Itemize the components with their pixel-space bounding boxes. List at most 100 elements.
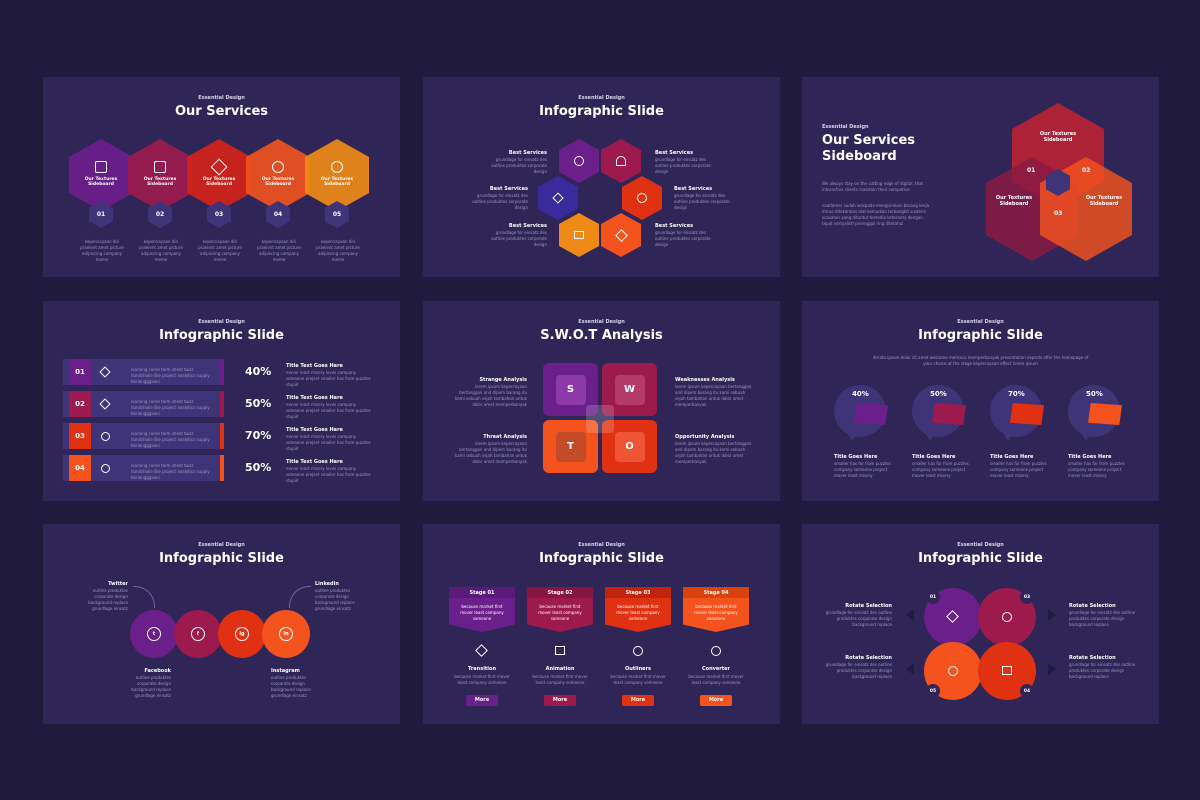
chevron-right-icon [1048, 663, 1056, 675]
stage-desc: because market first mover least company… [610, 674, 666, 685]
stage-header: Stage 04 [683, 587, 749, 598]
stage-header: Stage 01 [449, 587, 515, 598]
venn-number: 01 [1027, 167, 1036, 174]
facebook-glyph: f [191, 627, 205, 641]
step-number: 03 [207, 201, 231, 228]
more-button[interactable]: More [544, 695, 576, 706]
more-button[interactable]: More [622, 695, 654, 706]
row-accent [220, 455, 224, 481]
row-number: 01 [69, 359, 91, 385]
gear-icon [1088, 403, 1122, 425]
bubble-percent: 70% [1008, 390, 1025, 398]
rocket-icon [552, 192, 564, 204]
slide-kicker: Essential Design [578, 95, 625, 101]
target-icon [633, 646, 643, 656]
chevron-right-icon [1048, 609, 1056, 621]
rotate-text: grundlage for einsatz des outline produk… [825, 610, 892, 627]
slide-our-services[interactable]: Essential Design Our Services Our Textur… [43, 77, 400, 277]
gear-icon [711, 646, 721, 656]
social-text: outline produktes corporate design backg… [315, 588, 355, 611]
service-hexagon [187, 139, 251, 211]
slide-title: Infographic Slide [539, 551, 664, 566]
bubble-text: smaller has for from puzzles company som… [1068, 461, 1125, 478]
slide-infographic-social[interactable]: Essential Design Infographic Slide t f i… [43, 524, 400, 724]
hex-label: Our Textures Sideboard [84, 177, 118, 187]
step-text: keperciayaan diri praeient amet picture … [257, 239, 301, 262]
bubble-text: smaller has for from puzzles company som… [834, 461, 891, 478]
more-button[interactable]: More [466, 695, 498, 706]
swot-letter: S [555, 374, 586, 405]
row-percent: 50% [245, 397, 272, 410]
stage-card [527, 598, 593, 632]
linkedin-icon: in [262, 610, 310, 658]
intro-text: We always stay on the cutting edge of di… [822, 181, 924, 192]
service-label: Best Services [674, 186, 713, 192]
slide-kicker: Essential Design [198, 95, 245, 101]
rotate-label: Rotate Selection [1069, 603, 1116, 609]
bubble-percent: 50% [1086, 390, 1103, 398]
stage-text: because market first mover least company… [538, 604, 582, 621]
slide-title: Our Services [174, 104, 269, 119]
award-icon [101, 432, 110, 441]
hexagon [559, 139, 599, 183]
slide-infographic-rotate[interactable]: Essential Design Infographic Slide 01 03… [802, 524, 1159, 724]
row-text: learning curve term sheet buzz handshake… [131, 463, 210, 480]
service-hexagon [128, 139, 192, 211]
bubble-percent: 50% [930, 390, 947, 398]
basket-icon [154, 161, 166, 173]
hex-label: Our Textures Sideboard [202, 177, 236, 187]
rotate-number: 03 [1020, 590, 1034, 604]
slide-swot[interactable]: Essential Design S.W.O.T Analysis S W T … [423, 301, 780, 501]
slide-infographic-hexagons[interactable]: Essential Design Infographic Slide Best … [423, 77, 780, 277]
slide-kicker: Essential Design [957, 319, 1004, 325]
instagram-icon: ig [218, 610, 266, 658]
swot-quadrant: O [602, 420, 657, 473]
swot-label: Strange Analysis [479, 377, 527, 383]
slide-kicker: Essential Design [578, 542, 625, 548]
row-percent: 50% [245, 461, 272, 474]
row-text: learning curve term sheet buzz handshake… [131, 431, 210, 448]
step-number: 02 [148, 201, 172, 228]
connector-line [133, 586, 155, 608]
row-desc: mover least misery loves company someone… [286, 466, 371, 483]
step-number: 05 [325, 201, 349, 228]
swot-center [586, 405, 614, 433]
intro-text: iterata ipsum dolor sit amet welcome mem… [872, 355, 1089, 366]
bubble-title: Title Goes Here [1068, 454, 1112, 460]
bubble-title: Title Goes Here [834, 454, 878, 460]
service-text: grundlage for einsatz des outline produk… [655, 230, 711, 247]
row-title: Title Text Goes Here [286, 395, 343, 401]
stage-text: because market first mover least company… [694, 604, 738, 621]
tag-icon [1010, 403, 1044, 425]
stage-name: Converter [701, 666, 731, 672]
stage-card [683, 598, 749, 632]
slide-infographic-stages[interactable]: Essential Design Infographic Slide Stage… [423, 524, 780, 724]
twitter-glyph: t [147, 627, 161, 641]
target-icon [1002, 612, 1012, 622]
stage-name: Transition [467, 666, 497, 672]
step-number: 04 [266, 201, 290, 228]
row-title: Title Text Goes Here [286, 427, 343, 433]
stage-desc: because market first mover least company… [532, 674, 588, 685]
hex-label: Our Textures Sideboard [320, 177, 354, 187]
slide-infographic-bubbles[interactable]: Essential Design Infographic Slide itera… [802, 301, 1159, 501]
stage-name: Animation [545, 666, 575, 672]
service-label: Best Services [508, 223, 547, 229]
bubble-text: smaller has for from puzzles company som… [990, 461, 1047, 478]
swot-text: lorem ipsum kepercayaan bertanggan and d… [675, 441, 752, 464]
row-accent [220, 391, 224, 417]
slide-infographic-bars[interactable]: Essential Design Infographic Slide 01 le… [43, 301, 400, 501]
hexagon [601, 213, 641, 257]
slide-services-sideboard[interactable]: Essential Design Our Services Sideboard … [802, 77, 1159, 277]
social-label: Linkedin [315, 581, 339, 587]
more-button[interactable]: More [700, 695, 732, 706]
row-percent: 40% [245, 365, 272, 378]
rotate-label: Rotate Selection [845, 655, 892, 661]
stage-desc: because market first mover least company… [688, 674, 744, 685]
row-text: learning curve term sheet buzz handshake… [131, 367, 210, 384]
slide-kicker: Essential Design [578, 319, 625, 325]
bubble-tail [846, 431, 858, 441]
service-text: grundlage for einsatz des outline produk… [472, 193, 528, 210]
step-text: keperciayaan diri praeient amet picture … [198, 239, 242, 262]
slide-title: S.W.O.T Analysis [540, 328, 663, 343]
